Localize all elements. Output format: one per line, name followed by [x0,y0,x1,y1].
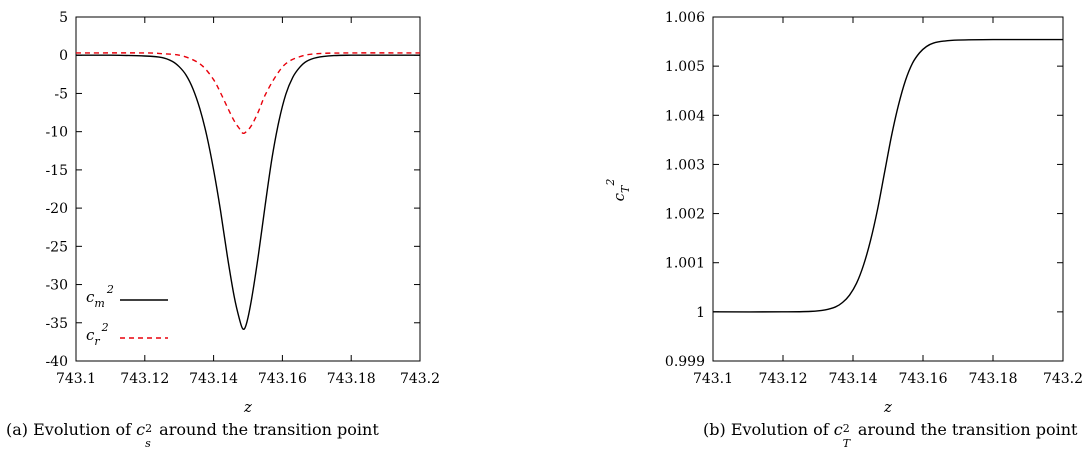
chart-a: 50-5-10-15-20-25-30-35-40 743.1 743.12 743… [45,10,1083,415]
y-tick-label: 0 [59,48,68,64]
x-ticks-a: 743.1 743.12 743.14 743.16 743.18 743.2 [56,17,440,387]
x-tick-label: 743.2 [400,371,440,387]
legend-label-1: cr2 [86,321,109,348]
y-ticks-b: 1.006 1.005 1.004 1.003 1.002 1.001 1 0.999 [665,10,1063,370]
x-tick-label: 743.12 [759,371,808,387]
caption-b-sub: T [842,437,851,450]
y-tick-label: -25 [45,239,68,255]
y-tick-label: -10 [45,125,68,141]
caption-a-sup: 2 [145,422,153,435]
series-lines-a [75,52,421,330]
x-tick-label: 743.18 [327,371,376,387]
y-tick-label: 1.001 [665,256,705,272]
caption-a-prefix: (a) Evolution of [6,420,137,439]
y-tick-label: 1.002 [665,207,705,223]
y-tick-label: 1.006 [665,10,705,26]
caption-a-base: c [136,420,146,439]
y-tick-label: -40 [45,354,68,370]
y-ticks-a: 5 0 -5 -10 -15 -20 -25 -30 -35 -40 [45,10,420,370]
y-tick-label: 1.004 [665,108,705,124]
y-tick-label: -30 [45,278,68,294]
series-line-a-0 [75,54,420,330]
x-tick-label: 743.1 [56,371,96,387]
y-tick-label: -5 [54,86,68,102]
x-tick-label: 743.12 [120,371,169,387]
y-tick-label: 5 [59,10,68,26]
y-tick-label: -15 [45,163,68,179]
x-tick-label: 743.14 [829,371,878,387]
svg-text:cT2: cT2 [604,179,632,202]
x-axis-label-a: z [243,398,252,415]
y-axis-label-b-base: c [610,192,628,201]
x-ticks-b: 743.1 743.12 743.14 743.16 743.18 743.2 [693,17,1083,387]
series-lines-b [712,38,1064,313]
caption-b-sup: 2 [842,422,850,435]
caption-b-suffix: around the transition point [852,420,1078,439]
x-tick-label: 743.16 [899,371,948,387]
x-tick-label: 743.16 [258,371,307,387]
caption-a-sub: s [145,437,151,450]
y-tick-label: 1 [696,305,705,321]
y-axis-label-b: cT2 [604,179,632,202]
plot-frame-b [712,16,1064,362]
y-axis-label-b-sup: 2 [604,179,617,187]
y-axis-label-b-sub: T [619,184,632,193]
x-tick-label: 743.14 [189,371,238,387]
x-tick-label: 743.2 [1043,371,1083,387]
y-tick-label: 1.003 [665,157,705,173]
caption-b-prefix: (b) Evolution of [703,420,834,439]
y-tick-label: 1.005 [665,59,705,75]
series-line-b-0 [712,38,1064,313]
caption-b-base: c [833,420,843,439]
y-tick-label: 0.999 [665,354,705,370]
plot-frame-a [75,16,421,362]
legend-label-0: cm2 [86,283,114,310]
x-axis-label-b: z [883,398,892,415]
caption-a-suffix: around the transition point [154,420,379,439]
y-tick-label: -35 [45,316,68,332]
x-tick-label: 743.18 [969,371,1018,387]
y-tick-label: -20 [45,201,68,217]
series-line-a-1 [75,52,421,135]
x-tick-label: 743.1 [693,371,733,387]
